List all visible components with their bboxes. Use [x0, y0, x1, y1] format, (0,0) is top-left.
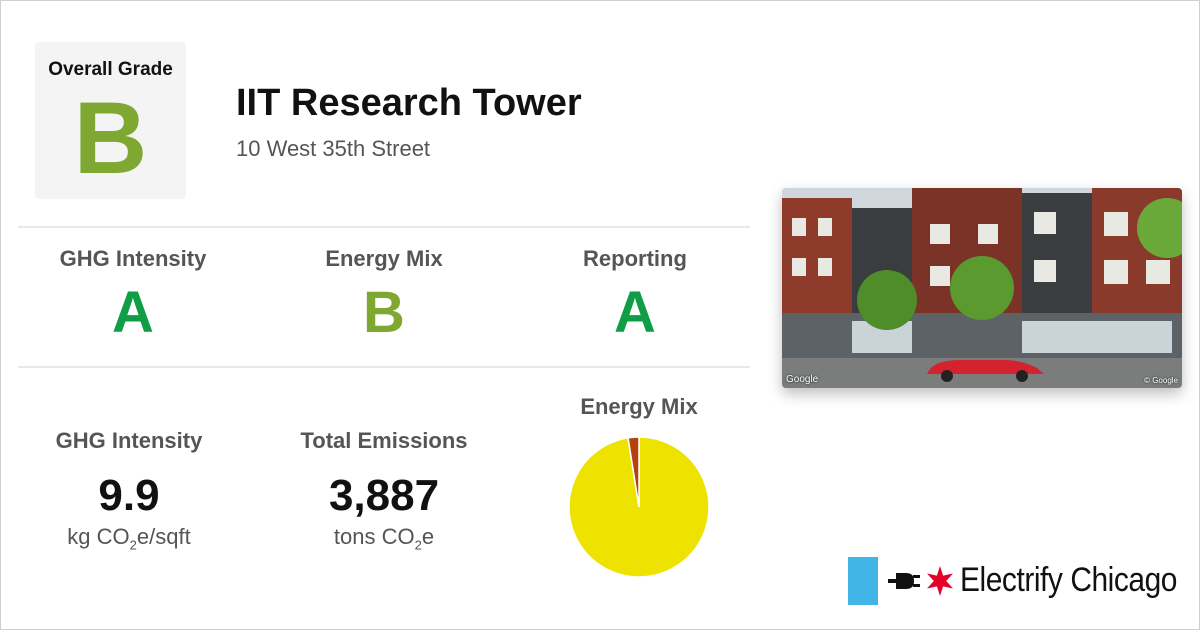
brand-name: Electrify Chicago — [960, 561, 1178, 599]
grade-label: GHG Intensity — [59, 246, 207, 271]
energy-mix-label: Energy Mix — [580, 394, 698, 419]
pie-slice-1 — [627, 436, 640, 508]
stat-value: 9.9 — [98, 471, 160, 520]
grade-energy-mix: Energy Mix B — [259, 246, 509, 342]
photo-attribution-left: Google — [786, 374, 819, 385]
stat-label: Total Emissions — [300, 428, 468, 453]
plug-icon — [888, 573, 920, 589]
overall-grade-box: Overall Grade B — [35, 42, 186, 199]
grade-letter: A — [614, 280, 656, 345]
building-name: IIT Research Tower — [236, 82, 582, 124]
overall-grade-label: Overall Grade — [48, 59, 173, 80]
stat-label: GHG Intensity — [55, 428, 203, 453]
stat-total-emissions: Total Emissions 3,887 tons CO2e — [259, 428, 509, 552]
energy-mix-pie — [568, 436, 710, 578]
logo-blue-bar — [848, 557, 878, 605]
grade-letter: B — [363, 280, 405, 345]
building-photo-image — [782, 188, 1182, 388]
building-photo: Google © Google — [782, 188, 1182, 388]
building-address: 10 West 35th Street — [236, 136, 431, 161]
chicago-star-icon — [927, 566, 953, 596]
grade-ghg-intensity: GHG Intensity A — [8, 246, 258, 342]
grade-label: Energy Mix — [325, 246, 443, 271]
overall-grade-letter: B — [73, 81, 148, 195]
divider-top — [18, 226, 750, 228]
grade-letter: A — [112, 280, 154, 345]
stat-unit: tons CO2e — [333, 524, 435, 553]
stat-ghg-intensity: GHG Intensity 9.9 kg CO2e/sqft — [4, 428, 254, 552]
grade-label: Reporting — [583, 246, 687, 271]
divider-middle — [18, 366, 750, 368]
photo-attribution-right: © Google — [1144, 376, 1178, 385]
grade-reporting: Reporting A — [510, 246, 760, 342]
stat-unit: kg CO2e/sqft — [67, 524, 191, 553]
stat-value: 3,887 — [328, 471, 440, 520]
energy-mix-chart: Energy Mix — [564, 394, 714, 587]
